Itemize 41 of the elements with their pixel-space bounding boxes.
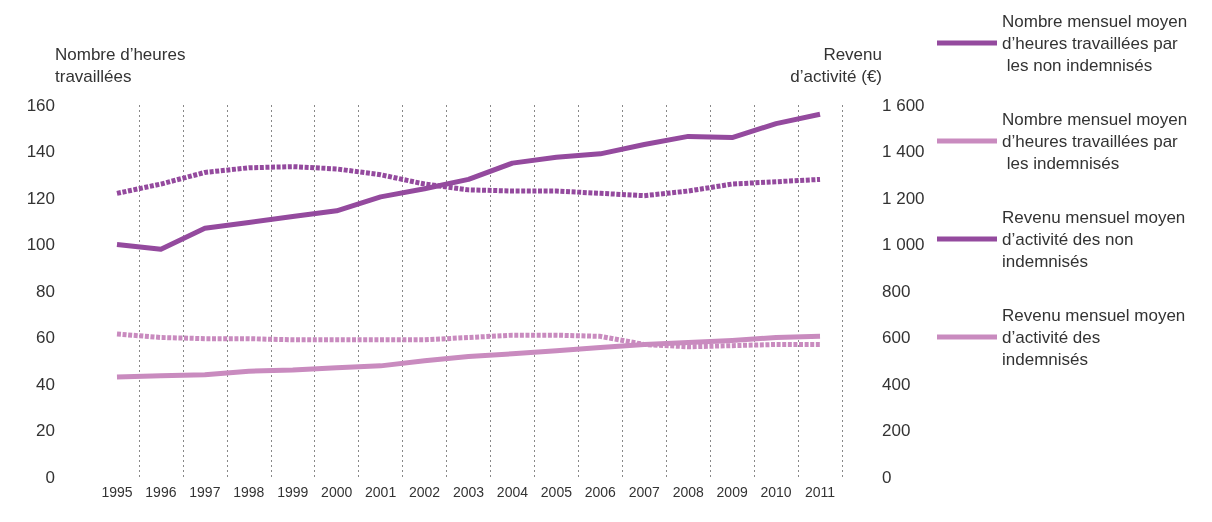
y2-tick-label: 400 xyxy=(882,374,911,394)
y-tick-label: 40 xyxy=(36,374,55,394)
x-tick-label: 2006 xyxy=(584,484,617,500)
x-tick-label: 2000 xyxy=(321,484,353,500)
legend-label: Nombre mensuel moyen d’heures travaillées par les non indemnisés xyxy=(1002,11,1192,75)
y2-tick-label: 200 xyxy=(882,421,911,440)
y2-tick-label: 1 000 xyxy=(882,235,925,254)
y-tick-label: 80 xyxy=(36,281,55,301)
y-tick-label: 100 xyxy=(26,235,55,254)
y-tick-label: 160 xyxy=(26,95,55,115)
x-tick-label: 1996 xyxy=(145,484,177,500)
x-tick-label: 2003 xyxy=(452,484,485,500)
legend-label: Nombre mensuel moyen d’heures travaillées par les indemnisés xyxy=(1002,109,1192,173)
y-tick-label: 140 xyxy=(26,142,55,161)
x-tick-label: 2004 xyxy=(496,484,529,500)
x-tick-label: 2002 xyxy=(408,484,441,500)
x-tick-label: 2007 xyxy=(628,484,661,500)
legend-label: Revenu mensuel moyen d’activité des non indemnisés xyxy=(1002,207,1191,271)
y2-tick-label: 1 200 xyxy=(882,188,925,208)
y2-tick-label: 0 xyxy=(882,467,892,487)
y-axis-title: Nombre d’heures travaillées xyxy=(55,44,186,86)
x-tick-label: 2001 xyxy=(365,484,397,500)
y2-tick-label: 800 xyxy=(882,281,911,301)
y2-tick-label: 1 600 xyxy=(882,95,925,115)
x-tick-label: 2009 xyxy=(716,484,748,500)
y2-tick-label: 600 xyxy=(882,328,911,347)
x-tick-label: 2010 xyxy=(760,484,792,500)
legend-label: Revenu mensuel moyen d’activité des indemnisés xyxy=(1002,305,1191,369)
x-tick-label: 2008 xyxy=(672,484,704,500)
x-tick-label: 1998 xyxy=(233,484,265,500)
y-tick-label: 120 xyxy=(26,188,55,208)
x-tick-label: 1997 xyxy=(189,484,221,500)
y-tick-label: 20 xyxy=(36,421,55,440)
x-tick-label: 2011 xyxy=(804,484,836,500)
x-tick-label: 1999 xyxy=(277,484,309,500)
x-tick-label: 2005 xyxy=(540,484,573,500)
y-tick-label: 60 xyxy=(36,328,55,347)
y2-axis-title: Revenu d’activité (€) xyxy=(790,44,882,86)
y-tick-label: 0 xyxy=(45,467,55,487)
x-tick-label: 1995 xyxy=(101,484,133,500)
y2-tick-label: 1 400 xyxy=(882,142,925,161)
